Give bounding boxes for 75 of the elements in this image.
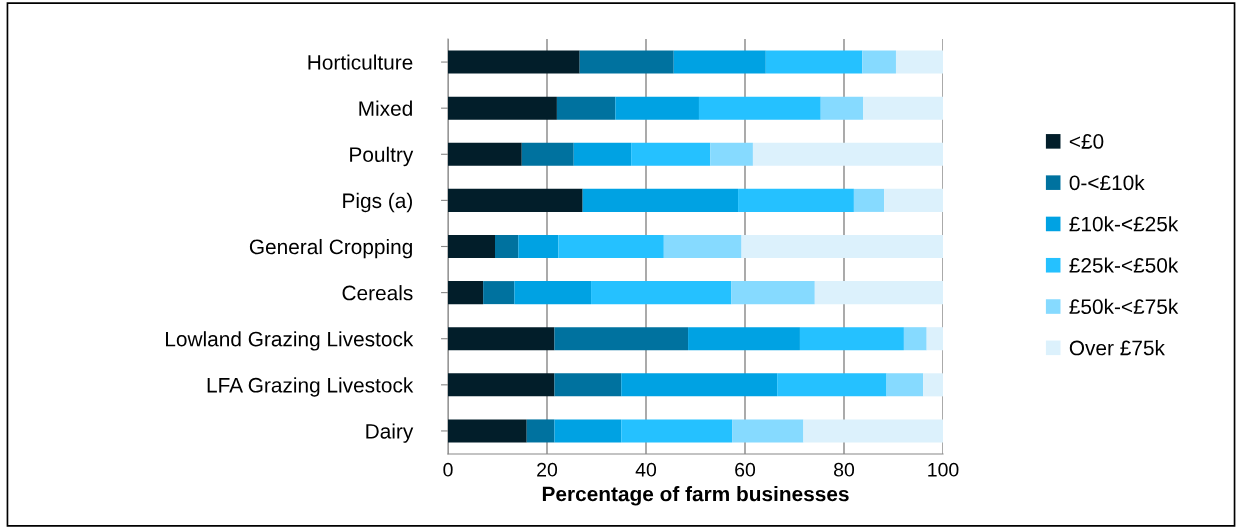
- bar: [814, 281, 943, 305]
- bar: [895, 50, 943, 74]
- bar: [698, 96, 821, 120]
- bar: [862, 50, 896, 74]
- bar: [688, 327, 800, 351]
- bar: [448, 373, 555, 397]
- bar: [673, 50, 766, 74]
- bar: [615, 96, 699, 120]
- bar: [732, 419, 804, 443]
- bar: [448, 327, 555, 351]
- legend-label: £25k-<£50k: [1069, 257, 1179, 273]
- bar: [731, 281, 815, 305]
- bar: [777, 373, 887, 397]
- x-tick-label: 40: [635, 462, 657, 477]
- bar: [631, 142, 711, 166]
- bar: [903, 327, 927, 351]
- bar: [710, 142, 753, 166]
- bar: [521, 142, 574, 166]
- legend-label: £10k-<£25k: [1069, 216, 1179, 232]
- bar: [514, 281, 592, 305]
- bar: [448, 234, 496, 259]
- bar: [526, 419, 555, 443]
- bar: [495, 234, 519, 259]
- y-tick-label: Mixed: [359, 100, 412, 116]
- y-tick-label: Horticulture: [308, 54, 413, 70]
- y-tick-label: LFA Grazing Livestock: [207, 377, 414, 397]
- bar: [621, 419, 733, 443]
- bar: [448, 142, 522, 166]
- bar: [765, 50, 863, 74]
- bar: [582, 188, 739, 212]
- bar: [483, 281, 515, 305]
- y-tick-label: Dairy: [366, 423, 414, 443]
- legend-label: <£0: [1069, 134, 1104, 149]
- x-tick-label: 80: [834, 462, 855, 477]
- bar: [554, 419, 622, 443]
- bar: [448, 281, 484, 305]
- y-tick-label: Cereals: [342, 285, 413, 301]
- bar: [448, 419, 527, 443]
- x-tick-label: 20: [537, 462, 558, 477]
- legend-label: £50k-<£75k: [1069, 298, 1179, 315]
- legend-label: Over £75k: [1069, 340, 1165, 356]
- bar: [863, 96, 943, 120]
- bar: [741, 234, 943, 259]
- bar: [591, 281, 732, 305]
- x-tick-label: 60: [735, 462, 756, 477]
- y-tick-label: Pigs (a): [343, 192, 412, 213]
- bar: [923, 373, 943, 397]
- bar: [573, 142, 632, 166]
- bar: [448, 96, 557, 120]
- bar: [752, 142, 943, 166]
- bar: [554, 327, 689, 351]
- bar: [738, 188, 854, 212]
- x-tick-label: 100: [928, 462, 959, 477]
- x-axis-title: Percentage of farm businesses: [542, 486, 849, 506]
- bar: [799, 327, 904, 351]
- bar: [579, 50, 674, 74]
- bar: [448, 50, 580, 74]
- legend-label: 0-<£10k: [1069, 174, 1145, 191]
- y-tick-label: Poultry: [350, 146, 414, 167]
- bar: [926, 327, 943, 351]
- bar: [663, 234, 742, 259]
- bar: [554, 373, 622, 397]
- y-tick-label: General Cropping: [249, 238, 412, 259]
- x-tick-label: 0: [443, 462, 453, 477]
- bar: [448, 188, 583, 212]
- bar: [884, 188, 943, 212]
- bar: [853, 188, 885, 212]
- bar: [558, 234, 664, 259]
- bar: [886, 373, 924, 397]
- y-tick-label: Lowland Grazing Livestock: [166, 331, 414, 351]
- bar: [820, 96, 864, 120]
- bar: [621, 373, 778, 397]
- bar: [518, 234, 559, 259]
- bar: [803, 419, 943, 443]
- bar: [556, 96, 616, 120]
